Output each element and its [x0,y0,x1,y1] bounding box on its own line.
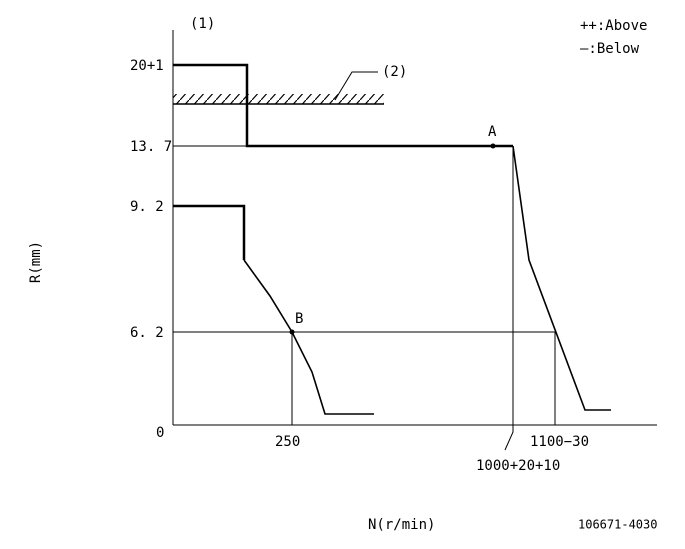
y-title: R(mm) [28,241,44,283]
point [490,143,496,149]
y-label: 20+1 [130,58,164,74]
annotation: (2) [382,64,407,80]
x-label: 250 [275,434,300,450]
hatch [173,94,384,104]
x-label: 1100−30 [530,434,589,450]
x-label: 1000+20+10 [476,458,560,474]
point-label: A [488,124,497,140]
legend-entry: ++:Above [580,18,647,34]
leader [504,425,514,451]
y-label: 6. 2 [130,325,164,341]
curve-lower [243,259,374,415]
code: 106671-4030 [578,518,657,532]
curve-upper [173,63,513,148]
curve-upper [512,145,611,411]
y-label: 13. 7 [130,139,172,155]
curve-lower [173,204,246,260]
leader [334,71,378,101]
point-label: B [295,311,303,327]
legend-entry: —:Below [580,41,640,57]
marker: (1) [190,16,215,32]
x-title: N(r/min) [368,517,435,533]
y-label: 9. 2 [130,199,164,215]
point [289,329,295,335]
y-label: 0 [156,425,164,441]
